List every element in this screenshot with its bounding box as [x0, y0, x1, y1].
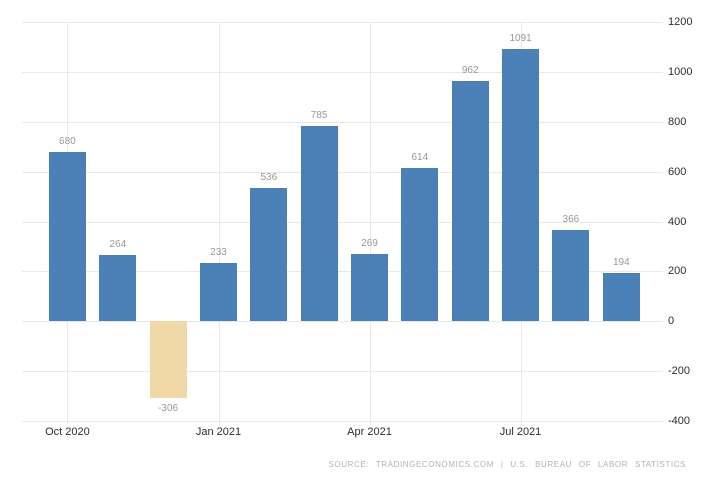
bar-value-label: 264 — [109, 239, 127, 251]
h-gridline — [22, 121, 663, 123]
bar-value-label: 680 — [59, 135, 76, 147]
bar-value-label: 366 — [562, 214, 580, 225]
h-gridline — [22, 22, 663, 23]
bar-aug-2021[interactable] — [552, 230, 590, 322]
bar-feb-2021[interactable] — [250, 187, 288, 322]
x-tick-label: Apr 2021 — [347, 426, 392, 438]
bar-apr-2021[interactable] — [351, 254, 388, 322]
bar-oct-2020[interactable] — [48, 151, 86, 322]
bar-value-label: 536 — [260, 171, 278, 183]
h-gridline — [22, 71, 663, 73]
plot-area: 680 264 -306 233 536 785 269 614 962 1091 366 194 — [22, 22, 663, 425]
h-gridline — [22, 321, 663, 323]
h-gridline — [22, 171, 663, 173]
y-tick-label: -400 — [668, 415, 691, 427]
x-tick-label: Oct 2020 — [45, 426, 90, 438]
bar-value-label: 194 — [612, 256, 630, 268]
x-tick-label: Jan 2021 — [195, 426, 242, 438]
y-tick-label: 800 — [668, 115, 687, 128]
h-gridline — [22, 371, 663, 373]
bar-jun-2021[interactable] — [451, 81, 489, 322]
y-tick-label: -200 — [668, 365, 691, 378]
bar-value-label: 269 — [361, 238, 378, 250]
h-gridline — [22, 271, 663, 273]
x-tick-label: Jul 2021 — [499, 426, 542, 438]
bar-dec-2020[interactable] — [149, 321, 187, 398]
y-tick-label: 1200 — [668, 16, 693, 28]
v-gridline — [369, 22, 371, 425]
bar-value-label: 233 — [210, 247, 227, 259]
bar-jul-2021[interactable] — [502, 49, 540, 322]
h-gridline — [22, 221, 663, 223]
bar-value-label: 614 — [411, 152, 429, 164]
bar-nov-2020[interactable] — [99, 255, 137, 322]
y-tick-label: 200 — [668, 265, 687, 278]
y-tick-label: 0 — [668, 315, 675, 328]
y-tick-label: 400 — [668, 215, 687, 228]
bar-value-label: -306 — [158, 402, 179, 414]
bar-value-label: 962 — [461, 65, 479, 77]
bar-jan-2021[interactable] — [200, 263, 237, 322]
y-tick-label: 1000 — [668, 65, 693, 78]
h-gridline — [22, 421, 663, 422]
bar-may-2021[interactable] — [401, 168, 439, 322]
bar-sep-2021[interactable] — [602, 272, 640, 322]
y-tick-label: 600 — [668, 165, 687, 178]
source-attribution: SOURCE: TRADINGECONOMICS.COM | U.S. BURE… — [328, 460, 686, 469]
bar-value-label: 785 — [310, 109, 328, 121]
v-gridline — [218, 22, 220, 425]
bar-value-label: 1091 — [509, 33, 532, 45]
bar-mar-2021[interactable] — [300, 125, 338, 322]
